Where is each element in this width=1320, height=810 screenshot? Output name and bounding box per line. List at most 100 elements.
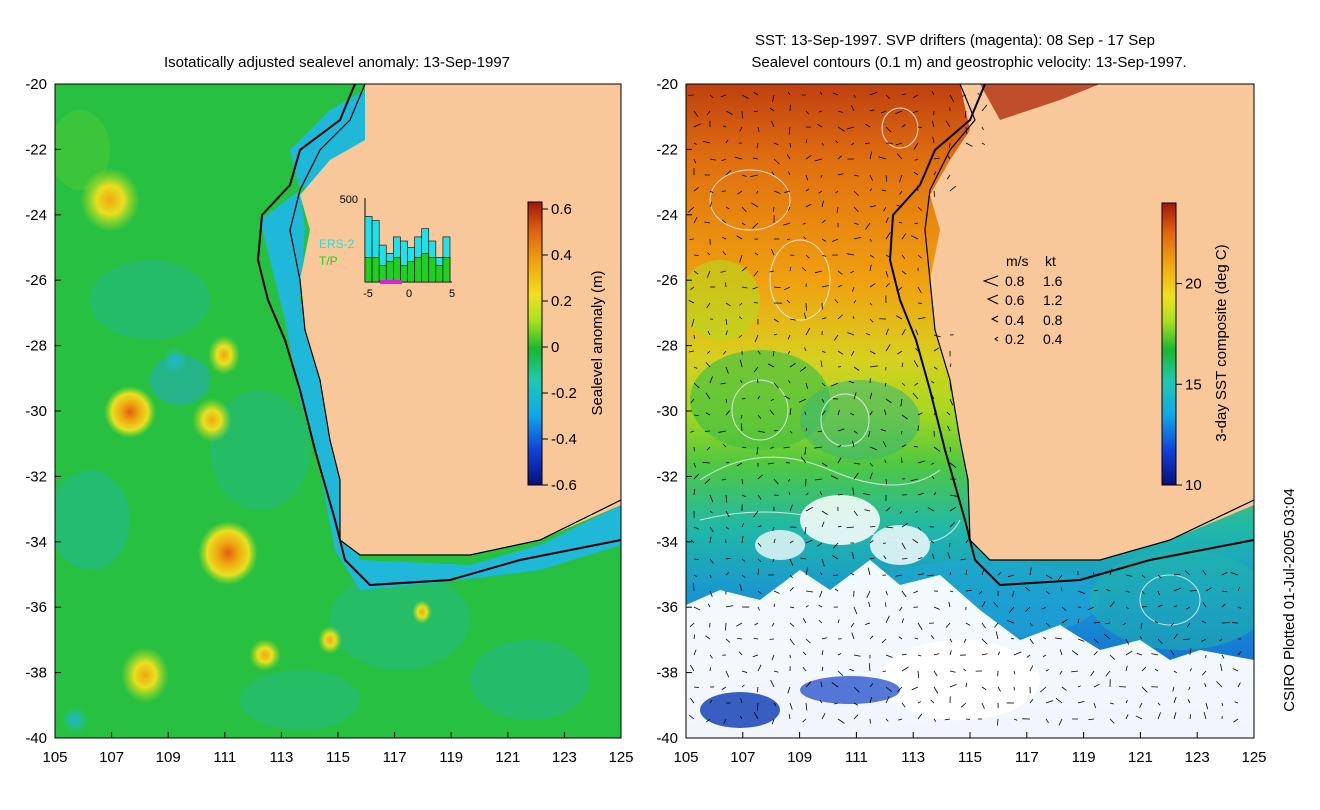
velocity-arrow — [788, 491, 791, 496]
velocity-arrow — [1203, 712, 1207, 720]
velocity-arrow — [725, 494, 728, 503]
velocity-arrow — [709, 94, 714, 99]
velocity-arrow — [787, 334, 791, 340]
velocity-arrow — [896, 153, 903, 160]
velocity-arrow — [869, 446, 878, 451]
velocity-arrow — [912, 110, 919, 113]
velocity-arrow — [949, 571, 952, 576]
velocity-arrow — [1093, 638, 1099, 644]
velocity-arrow — [1061, 606, 1067, 611]
tp-bar — [435, 265, 444, 283]
velocity-arrow — [709, 494, 714, 503]
velocity-arrow — [773, 190, 781, 194]
velocity-arrow — [901, 542, 906, 550]
velocity-arrow — [736, 622, 743, 627]
sst-colorbar-tick-label: 10 — [1185, 477, 1202, 494]
velocity-arrow — [704, 478, 711, 484]
velocity-arrow — [741, 174, 747, 177]
velocity-arrow — [757, 474, 763, 480]
velocity-arrow — [787, 478, 791, 482]
velocity-arrow — [804, 526, 807, 535]
velocity-arrow — [709, 510, 713, 514]
velocity-arrow — [756, 686, 759, 693]
velocity-arrow — [917, 670, 920, 678]
velocity-arrow — [725, 318, 728, 325]
velocity-arrow — [901, 124, 906, 128]
velocity-arrow — [884, 459, 887, 464]
velocity-arrow — [981, 126, 984, 130]
velocity-arrow — [917, 622, 923, 630]
velocity-arrow — [917, 557, 923, 560]
velocity-arrow — [932, 136, 935, 144]
velocity-arrow — [885, 615, 890, 624]
velocity-arrow — [896, 286, 903, 292]
velocity-arrow — [1040, 686, 1047, 693]
velocity-arrow — [821, 350, 826, 353]
velocity-arrow — [821, 382, 826, 387]
velocity-arrow — [1136, 652, 1143, 656]
velocity-arrow — [757, 430, 766, 433]
velocity-arrow — [787, 91, 791, 96]
sst-lon-tick-label: 123 — [1185, 749, 1210, 766]
velocity-arrow — [1237, 587, 1240, 592]
velocity-arrow — [837, 284, 842, 288]
velocity-arrow — [757, 606, 760, 611]
velocity-arrow — [852, 315, 855, 320]
velocity-arrow — [1233, 718, 1239, 723]
velocity-arrow — [833, 334, 839, 341]
velocity-arrow — [947, 552, 951, 560]
velocity-arrow — [885, 696, 890, 704]
velocity-arrow — [1029, 665, 1034, 672]
velocity-arrow — [869, 174, 873, 181]
velocity-legend-ms-2: 0.6 — [1005, 292, 1025, 308]
velocity-arrow — [805, 702, 808, 711]
velocity-arrow — [789, 266, 792, 272]
velocity-arrow — [805, 139, 808, 144]
velocity-arrow — [1157, 712, 1161, 720]
velocity-arrow — [741, 286, 748, 289]
velocity-arrow — [901, 414, 908, 420]
velocity-arrow — [1139, 702, 1143, 708]
velocity-arrow — [930, 540, 935, 544]
velocity-arrow — [720, 270, 727, 273]
velocity-arrow — [725, 526, 729, 530]
velocity-arrow — [725, 557, 731, 560]
velocity-arrow — [721, 478, 727, 481]
velocity-arrow — [709, 536, 712, 544]
velocity-arrow — [784, 395, 791, 400]
sealevel-map-title: Isotatically adjusted sealevel anomaly: … — [164, 54, 510, 71]
velocity-arrow — [1173, 587, 1182, 592]
velocity-arrow — [740, 715, 743, 720]
velocity-arrow — [757, 558, 762, 562]
sst-lon-tick-label: 125 — [1241, 749, 1266, 766]
velocity-arrow — [788, 206, 791, 211]
velocity-arrow — [865, 123, 871, 128]
velocity-arrow — [1090, 670, 1095, 677]
sst-lon-tick-label: 117 — [1015, 749, 1039, 766]
velocity-arrow — [821, 219, 826, 224]
velocity-arrow — [949, 185, 957, 192]
velocity-arrow — [901, 653, 907, 656]
velocity-arrow — [721, 686, 727, 691]
velocity-arrow — [740, 698, 743, 704]
velocity-arrow — [722, 236, 727, 240]
sealevel-lon-tick-label: 121 — [495, 749, 520, 766]
velocity-arrow — [882, 440, 887, 448]
velocity-arrow — [1186, 622, 1191, 628]
velocity-arrow — [949, 522, 956, 528]
velocity-arrow — [885, 398, 892, 404]
velocity-arrow — [756, 142, 759, 149]
velocity-arrow — [866, 590, 871, 599]
velocity-arrow — [864, 142, 871, 145]
velocity-arrow — [1008, 606, 1015, 614]
velocity-arrow — [913, 171, 919, 176]
velocity-arrow — [1061, 619, 1068, 624]
velocity-arrow — [707, 603, 711, 608]
velocity-arrow — [783, 446, 791, 449]
velocity-arrow — [865, 332, 871, 336]
velocity-arrow — [773, 286, 781, 289]
velocity-arrow — [722, 251, 727, 256]
velocity-arrow — [739, 359, 743, 368]
velocity-arrow — [721, 219, 727, 224]
sealevel-lat-tick-label: -30 — [25, 403, 47, 420]
